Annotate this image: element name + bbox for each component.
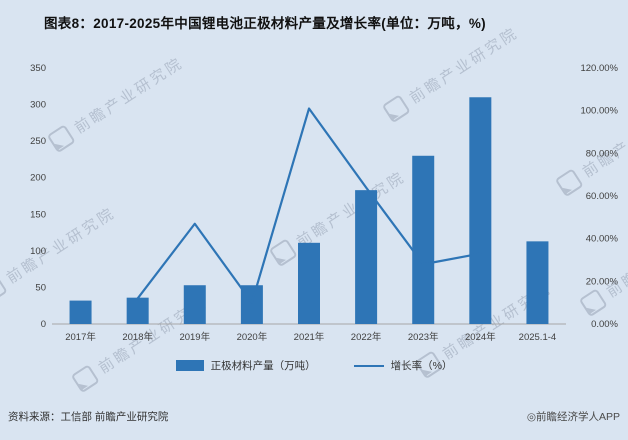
footer-row: 资料来源：工信部 前瞻产业研究院 ◎前瞻经济学人APP	[0, 409, 628, 424]
svg-text:40.00%: 40.00%	[586, 234, 619, 245]
svg-text:150: 150	[30, 209, 46, 220]
chart-title: 图表8：2017-2025年中国锂电池正极材料产量及增长率(单位：万吨，%)	[44, 16, 486, 31]
legend-item-production: 正极材料产量（万吨）	[175, 358, 316, 373]
svg-text:80.00%: 80.00%	[586, 148, 619, 159]
svg-text:2019年: 2019年	[179, 331, 210, 343]
svg-text:20.00%: 20.00%	[586, 276, 619, 287]
svg-text:2020年: 2020年	[237, 331, 268, 343]
svg-text:2022年: 2022年	[351, 331, 382, 343]
svg-text:2023年: 2023年	[408, 331, 439, 343]
svg-text:50: 50	[35, 282, 46, 293]
line-series-swatch	[353, 364, 384, 367]
svg-text:120.00%: 120.00%	[580, 63, 618, 74]
svg-text:2018年: 2018年	[122, 331, 153, 343]
svg-text:60.00%: 60.00%	[586, 191, 619, 202]
app-credit: ◎前瞻经济学人APP	[526, 411, 620, 423]
svg-text:200: 200	[30, 173, 46, 184]
legend-label-growth: 增长率（%）	[390, 360, 453, 372]
svg-text:350: 350	[30, 63, 46, 74]
svg-text:0.00%: 0.00%	[591, 319, 618, 330]
legend-item-growth: 增长率（%）	[353, 358, 453, 373]
svg-text:300: 300	[30, 100, 46, 111]
combo-chart: 0 50 100 150 200 250 300 350 0.00% 20.00% 40.00% 60…	[30, 63, 619, 343]
svg-text:2017年: 2017年	[65, 331, 96, 343]
legend: 正极材料产量（万吨） 增长率（%）	[0, 358, 628, 373]
svg-text:0: 0	[41, 319, 46, 330]
svg-text:250: 250	[30, 136, 46, 147]
svg-text:2024年: 2024年	[465, 331, 496, 343]
svg-text:2021年: 2021年	[294, 331, 325, 343]
legend-label-production: 正极材料产量（万吨）	[210, 360, 316, 372]
svg-text:100: 100	[30, 246, 46, 257]
bar-series-swatch	[175, 360, 204, 371]
svg-text:100.00%: 100.00%	[580, 106, 618, 117]
source-note: 资料来源：工信部 前瞻产业研究院	[8, 411, 169, 423]
svg-text:2025.1-4: 2025.1-4	[519, 332, 557, 343]
